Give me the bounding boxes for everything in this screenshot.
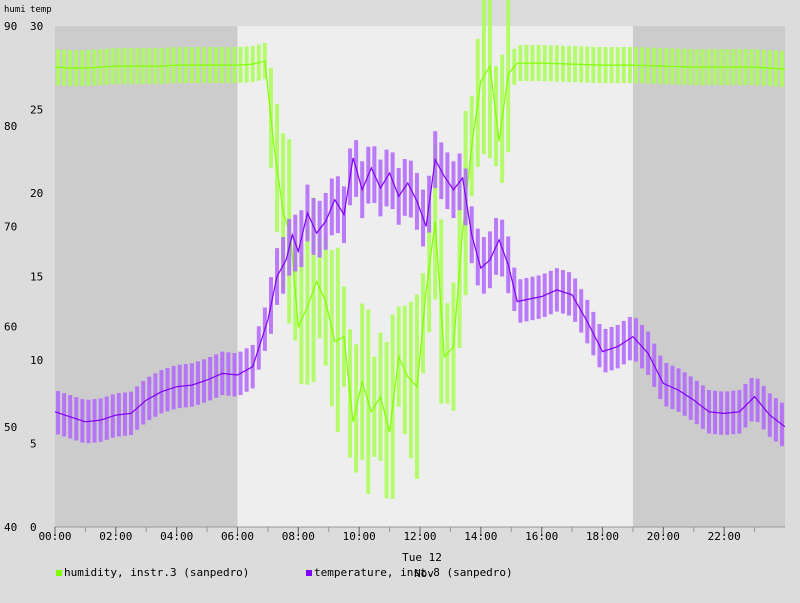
left-axis-label: humi: [4, 5, 26, 15]
legend-swatch: [306, 570, 312, 576]
x-tick-label: 10:00: [343, 530, 376, 543]
x-tick-label: 16:00: [525, 530, 558, 543]
right-tick-label: 5: [30, 438, 37, 451]
x-tick-label: 08:00: [282, 530, 315, 543]
plot-area: 00:00 02:00 04:00 06:00 08:00 10:00 12:00 14:00…: [4, 0, 786, 543]
left-tick-label: 40: [4, 521, 17, 534]
right-tick-label: 10: [30, 354, 43, 367]
night-shading: [55, 26, 785, 527]
x-caption-date: Tue 12: [402, 551, 442, 564]
left-tick-label: 90: [4, 20, 17, 33]
legend-item-humidity: humidity, instr.3 (sanpedro): [56, 566, 249, 579]
x-tick-label: 12:00: [403, 530, 436, 543]
x-tick-label: 22:00: [708, 530, 741, 543]
right-tick-label: 15: [30, 271, 43, 284]
left-tick-label: 80: [4, 120, 17, 133]
right-axis-label: temp: [30, 5, 52, 15]
legend: humidity, instr.3 (sanpedro) temperature…: [56, 566, 513, 579]
series-line: [54, 157, 786, 428]
night-band: [632, 26, 785, 527]
night-band: [55, 26, 238, 527]
legend-swatch: [56, 570, 62, 576]
right-tick-label: 0: [30, 521, 37, 534]
x-tick-label: 20:00: [647, 530, 680, 543]
left-tick-label: 60: [4, 321, 17, 334]
series: [54, 0, 786, 499]
x-tick-label: 00:00: [38, 530, 71, 543]
x-tick-label: 02:00: [99, 530, 132, 543]
right-tick-label: 25: [30, 104, 43, 117]
x-tick-label: 06:00: [221, 530, 254, 543]
series-temperature: [54, 131, 786, 447]
x-caption-month: Nov: [414, 567, 434, 580]
x-tick-label: 04:00: [160, 530, 193, 543]
x-tick-label: 18:00: [586, 530, 619, 543]
legend-label: humidity, instr.3 (sanpedro): [64, 566, 249, 579]
right-tick-label: 20: [30, 187, 43, 200]
x-tick-label: 14:00: [464, 530, 497, 543]
legend-item-temperature: temperature, inst.8 (sanpedro): [306, 566, 513, 579]
left-tick-label: 50: [4, 421, 17, 434]
right-tick-label: 30: [30, 20, 43, 33]
left-tick-label: 70: [4, 220, 17, 233]
series-line: [54, 60, 786, 432]
x-axis: 00:00 02:00 04:00 06:00 08:00 10:00 12:00 14:00…: [38, 527, 741, 543]
y-axes: 40 50 60 70 80 90 0 5 10 15 20 25 30: [4, 20, 43, 534]
legend-label: temperature, inst.8 (sanpedro): [314, 566, 513, 579]
band-bar: [487, 0, 492, 159]
